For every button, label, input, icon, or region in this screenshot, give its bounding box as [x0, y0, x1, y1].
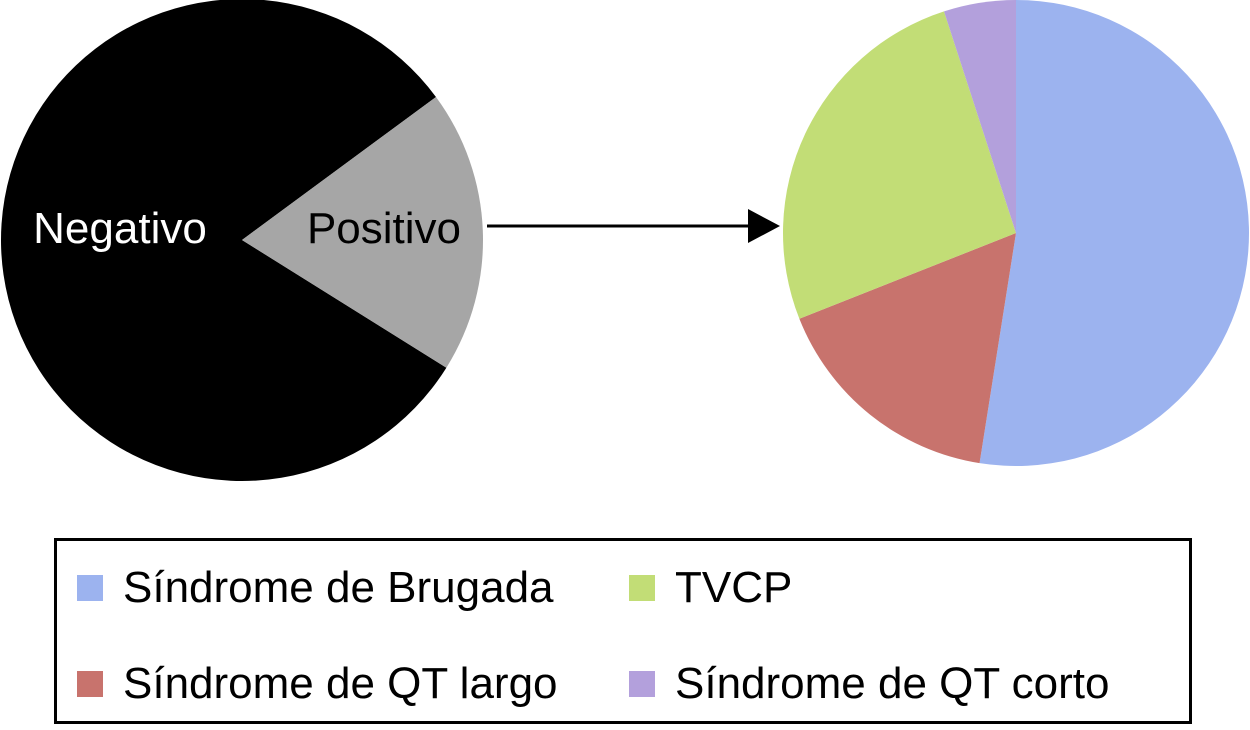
legend-swatch: [77, 671, 103, 697]
pie-slice-s-ndrome-de-qt-corto: [943, 0, 1016, 233]
legend-swatch: [629, 575, 655, 601]
legend-swatch: [77, 575, 103, 601]
pie-slice-negativo: [1, 0, 447, 481]
legend-label: Síndrome de QT corto: [675, 659, 1110, 708]
pie-slice-s-ndrome-de-brugada: [979, 0, 1250, 466]
legend-item-qt-largo: Síndrome de QT largo: [77, 659, 558, 709]
slice-label: Negativo: [33, 204, 207, 253]
legend-swatch: [629, 671, 655, 697]
pie-slice-tvcp: [783, 11, 1016, 319]
pie-slice-positivo: [242, 96, 484, 368]
legend-label: Síndrome de QT largo: [123, 659, 558, 708]
pie-slice-s-ndrome-de-qt-largo: [799, 233, 1016, 464]
chart-canvas: Negativo Positivo: [1, 0, 1250, 481]
slice-label: Positivo: [307, 204, 461, 253]
pie-chart-left: Negativo Positivo: [1, 0, 484, 481]
legend: Síndrome de Brugada TVCP Síndrome de QT …: [54, 538, 1192, 724]
legend-label: Síndrome de Brugada: [123, 563, 554, 612]
legend-item-qt-corto: Síndrome de QT corto: [629, 659, 1110, 709]
legend-label: TVCP: [675, 563, 793, 612]
legend-item-brugada: Síndrome de Brugada: [77, 563, 554, 613]
legend-item-tvcp: TVCP: [629, 563, 792, 613]
connector-arrow: [487, 209, 780, 243]
pie-chart-right: [783, 0, 1250, 466]
